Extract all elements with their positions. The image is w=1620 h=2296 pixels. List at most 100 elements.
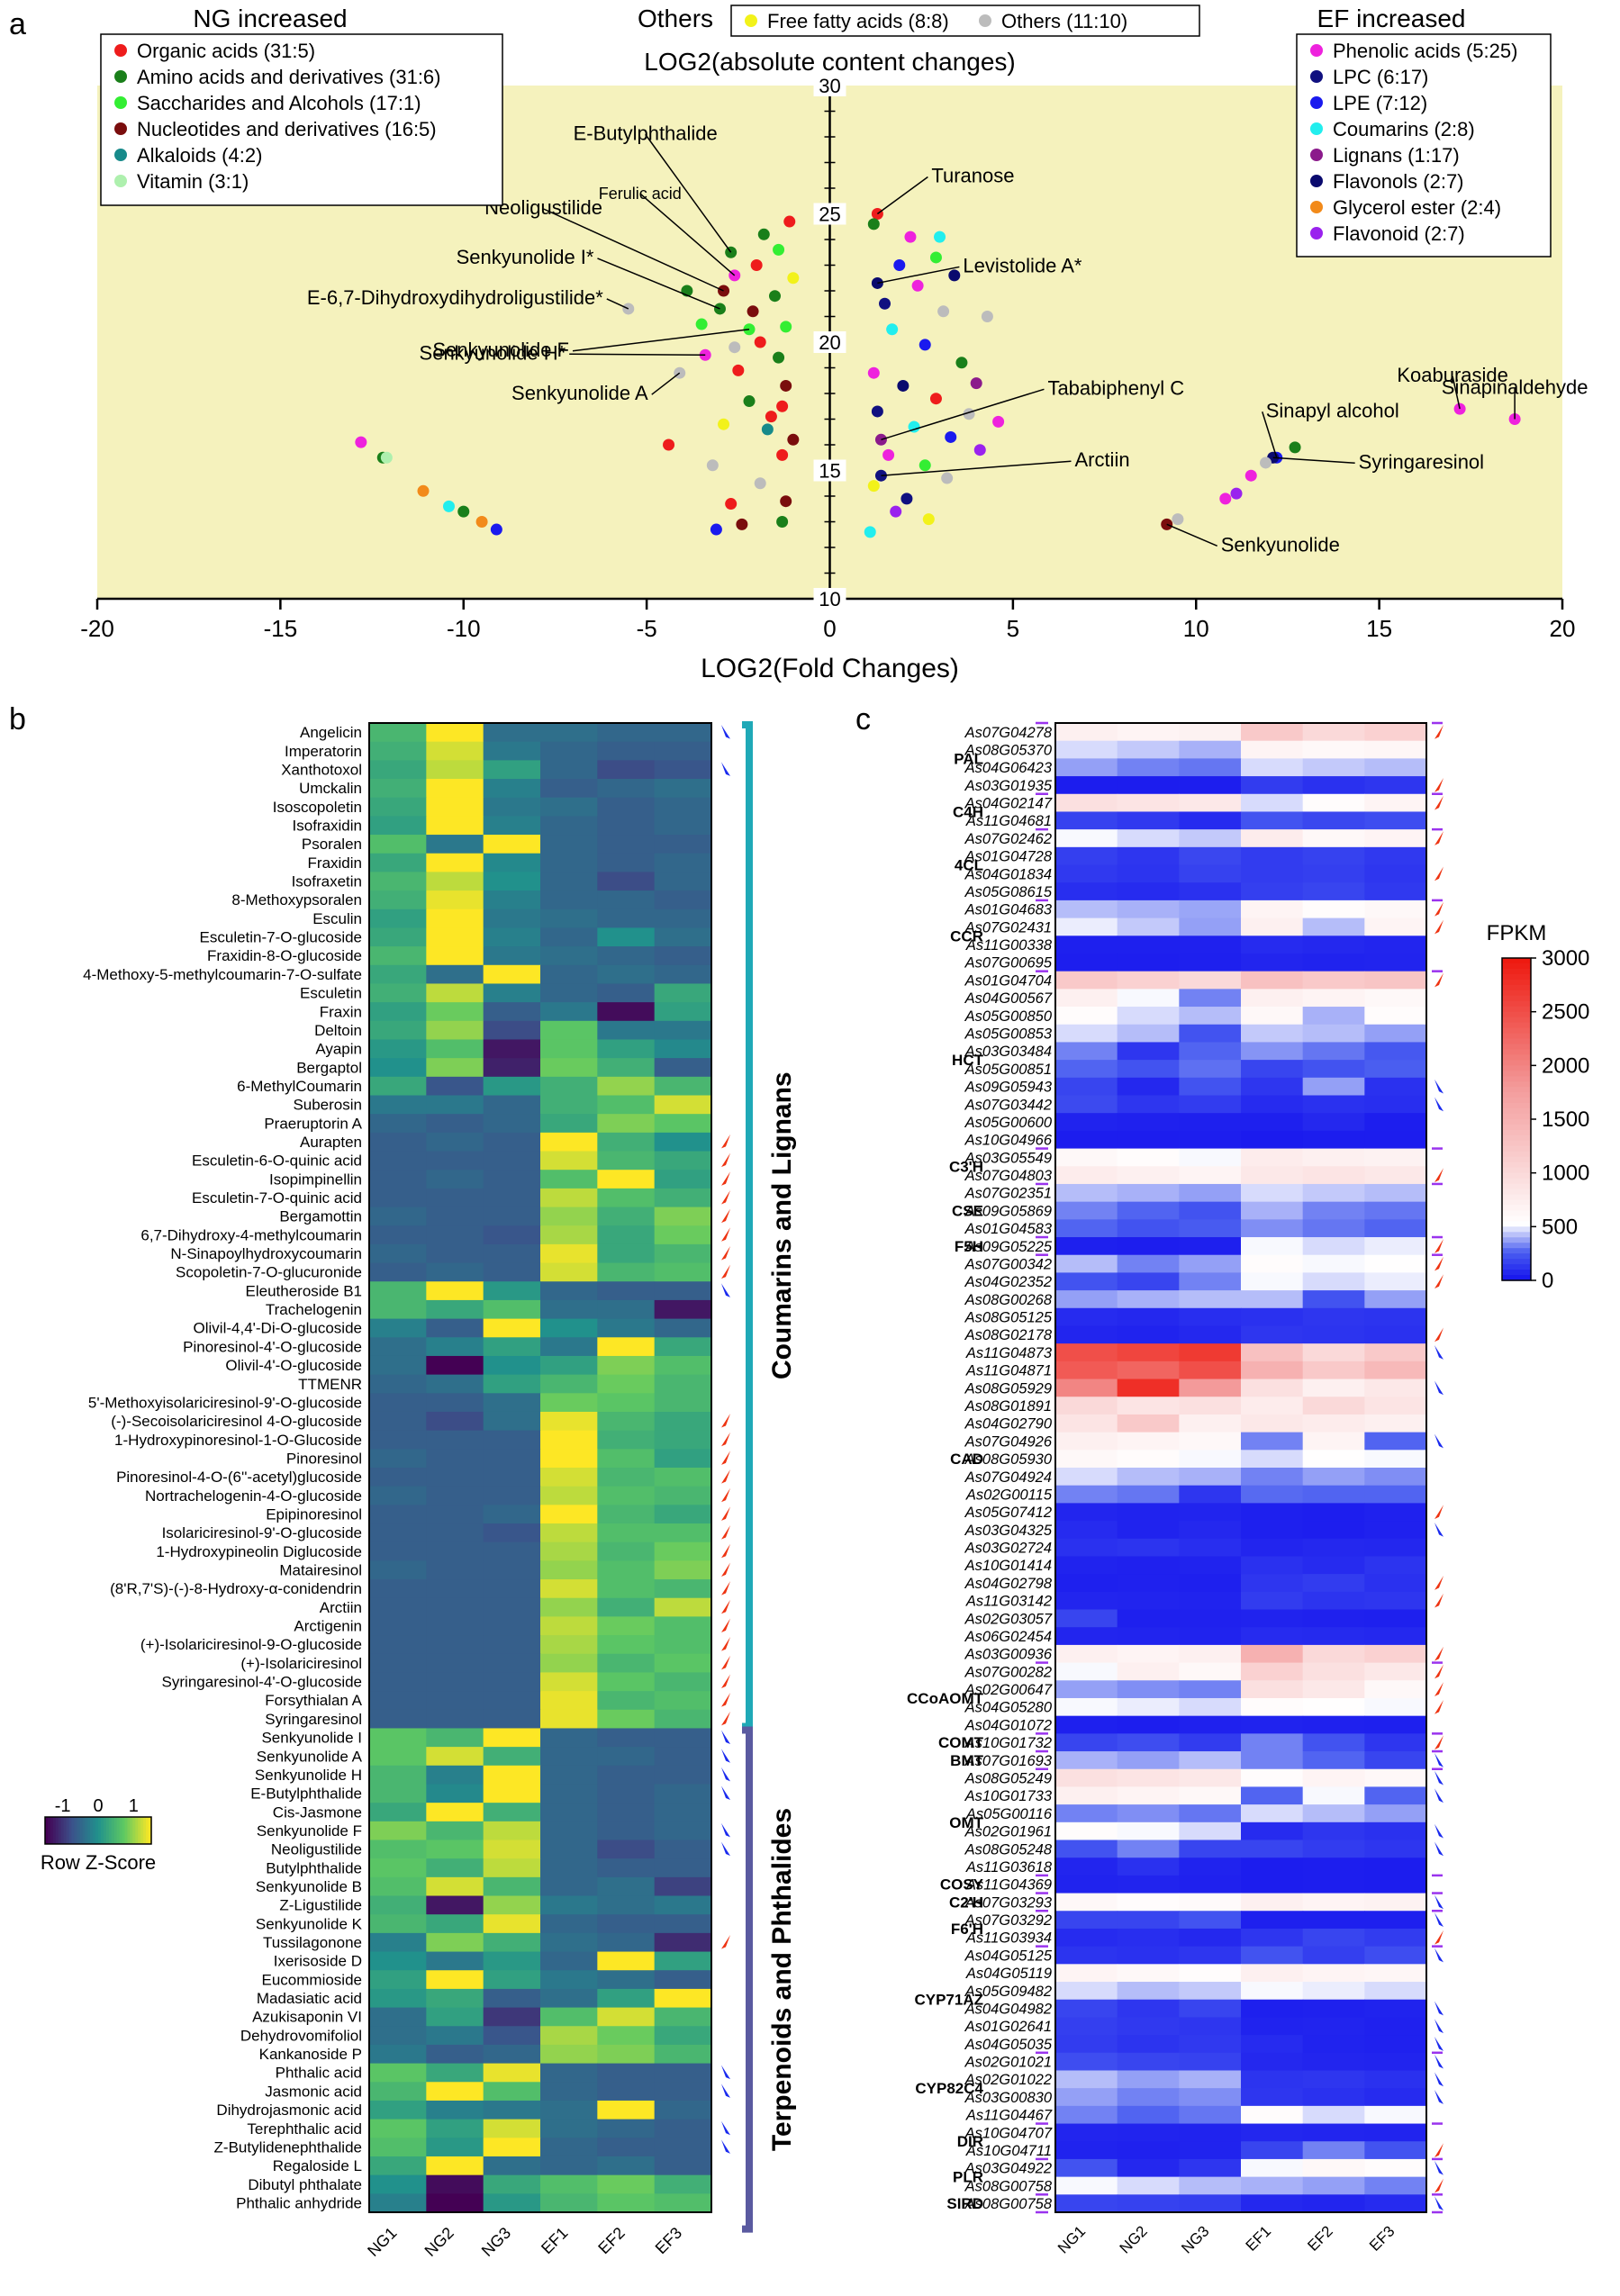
- down-arrow-icon: [1434, 2037, 1444, 2051]
- heatmap-cell: [597, 983, 656, 1003]
- heatmap-cell: [1364, 1414, 1427, 1433]
- heatmap-cell: [426, 1895, 484, 1915]
- colorbar-segment: [74, 1817, 77, 1844]
- heatmap-cell: [426, 2082, 484, 2102]
- heatmap-cell: [654, 2174, 712, 2194]
- heatmap-cell: [1241, 1911, 1304, 1930]
- heatmap-cell: [369, 1784, 427, 1803]
- heatmap-cell: [483, 1635, 541, 1655]
- annotation-leader: [1262, 411, 1278, 458]
- colorbar-segment: [1502, 1178, 1531, 1185]
- heatmap-cell: [1302, 1397, 1365, 1415]
- heatmap-cell: [654, 1635, 712, 1655]
- gene-label: As05G00851: [964, 1062, 1052, 1078]
- heatmap-cell: [1117, 1503, 1180, 1522]
- heatmap-cell: [1302, 2088, 1365, 2107]
- heatmap-cell: [1302, 1219, 1365, 1238]
- down-arrow-icon: [1434, 1841, 1444, 1857]
- heatmap-cell: [654, 2138, 712, 2157]
- gene-label: As10G01414: [964, 1558, 1052, 1574]
- heatmap-cell: [540, 1970, 598, 1990]
- up-arrow-icon: [721, 1934, 730, 1949]
- legend-marker: [1310, 175, 1323, 187]
- down-arrow-icon: [721, 1822, 730, 1838]
- heatmap-cell: [1241, 1325, 1304, 1344]
- heatmap-cell: [426, 1635, 484, 1655]
- gene-label: As03G04325: [964, 1523, 1053, 1539]
- data-point: [718, 418, 730, 430]
- legend-label: Alkaloids (4:2): [137, 144, 262, 167]
- heatmap-cell: [654, 2044, 712, 2065]
- heatmap-cell: [426, 1076, 484, 1097]
- heatmap-cell: [1241, 1840, 1304, 1858]
- gene-label: As07G02351: [964, 1186, 1052, 1202]
- heatmap-cell: [540, 1243, 598, 1264]
- point-annotation: E-6,7-Dihydroxydihydroligustilide*: [307, 286, 603, 309]
- row-label: Phthalic anhydride: [236, 2194, 362, 2211]
- heatmap-cell: [597, 2063, 656, 2083]
- heatmap-cell: [597, 1932, 656, 1953]
- heatmap-cell: [483, 1393, 541, 1413]
- heatmap-cell: [1241, 1290, 1304, 1309]
- heatmap-cell: [540, 2082, 598, 2102]
- heatmap-cell: [1117, 1130, 1180, 1150]
- row-label: Isofraxetin: [292, 873, 362, 890]
- colorbar-segment: [105, 1817, 110, 1844]
- row-label: Xanthotoxol: [281, 761, 362, 778]
- heatmap-cell: [369, 1020, 427, 1041]
- heatmap-cell: [1302, 1307, 1365, 1327]
- heatmap-cell: [1302, 1768, 1365, 1788]
- heatmap-cell: [426, 2174, 484, 2194]
- heatmap-cell: [1117, 882, 1180, 901]
- heatmap-cell: [483, 1243, 541, 1264]
- heatmap-cell: [1364, 1077, 1427, 1097]
- colorbar-segment: [55, 1817, 59, 1844]
- colorbar-segment: [58, 1817, 62, 1844]
- heatmap-cell: [1179, 2176, 1242, 2195]
- row-label: Phthalic acid: [276, 2065, 362, 2082]
- heatmap-cell: [597, 2044, 656, 2065]
- annotation-leader: [597, 258, 720, 310]
- up-arrow-icon: [721, 1543, 730, 1559]
- down-arrow-icon: [721, 1841, 730, 1857]
- heatmap-cell: [540, 1672, 598, 1692]
- heatmap-cell: [654, 853, 712, 872]
- gene-label: As04G01834: [964, 866, 1052, 882]
- colorbar-segment: [1502, 1129, 1531, 1136]
- heatmap-cell: [1117, 1840, 1180, 1858]
- heatmap-cell: [1055, 1272, 1118, 1291]
- up-arrow-icon: [721, 1134, 730, 1149]
- heatmap-cell: [1179, 1077, 1242, 1097]
- heatmap-cell: [369, 1932, 427, 1953]
- annotation-leader: [881, 460, 1072, 476]
- column-label: EF1: [538, 2224, 571, 2257]
- heatmap-cell: [1302, 1840, 1365, 1858]
- heatmap-cell: [1117, 936, 1180, 954]
- heatmap-cell: [369, 1914, 427, 1934]
- group-label: Terpenoids and Phthalides: [767, 1808, 797, 2151]
- row-label: Esculetin: [300, 985, 362, 1002]
- heatmap-cell: [597, 1058, 656, 1078]
- heatmap-cell: [1241, 2176, 1304, 2195]
- heatmap-cell: [426, 1970, 484, 1990]
- colorbar-segment: [1502, 1065, 1531, 1071]
- heatmap-cell: [1241, 2035, 1304, 2054]
- heatmap-cell: [1055, 758, 1118, 777]
- colorbar-frame: [44, 1816, 152, 1845]
- heatmap-cell: [1241, 1254, 1304, 1274]
- heatmap-cell: [1179, 864, 1242, 883]
- up-arrow-icon: [721, 1432, 730, 1447]
- colorbar-segment: [68, 1817, 73, 1844]
- heatmap-cell: [540, 2119, 598, 2138]
- gene-label: As07G02431: [964, 919, 1052, 936]
- up-arrow-icon: [721, 1525, 730, 1540]
- heatmap-cell: [426, 1579, 484, 1599]
- heatmap-cell: [654, 946, 712, 966]
- colorbar-segment: [60, 1817, 65, 1844]
- heatmap-cell: [1241, 2088, 1304, 2107]
- heatmap-cell: [1055, 1946, 1118, 1965]
- data-point: [732, 364, 745, 376]
- row-label: Isofraxidin: [293, 818, 362, 835]
- colorbar-segment: [47, 1817, 51, 1844]
- heatmap-cell: [540, 1076, 598, 1097]
